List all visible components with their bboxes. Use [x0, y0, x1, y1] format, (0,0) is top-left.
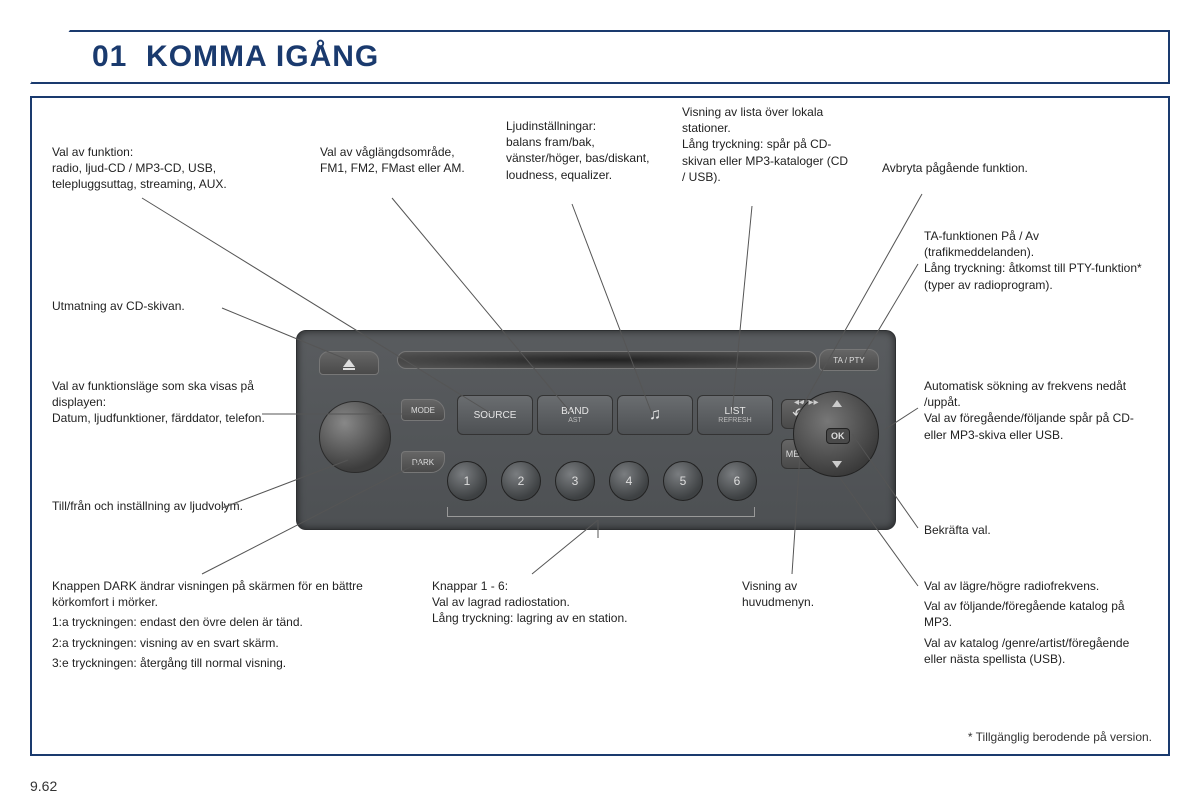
callout-seek: Automatisk sökning av frekvens nedåt /up…	[924, 378, 1154, 443]
button-label: SOURCE	[474, 410, 517, 421]
preset-bracket	[447, 507, 755, 517]
preset-6-button[interactable]: 6	[717, 461, 757, 501]
preset-1-button[interactable]: 1	[447, 461, 487, 501]
callout-menu: Visning av huvudmenyn.	[742, 578, 872, 610]
main-button-row: SOURCE BANDAST ♫ LISTREFRESH	[457, 395, 773, 435]
callout-label: Visning av huvudmenyn.	[742, 579, 814, 609]
audio-settings-button[interactable]: ♫	[617, 395, 693, 435]
callout-label: Val av följande/föregående katalog på MP…	[924, 598, 1154, 630]
callout-audio: Ljudinställningar: balans fram/bak, väns…	[506, 118, 656, 183]
callout-ok: Bekräfta val.	[924, 522, 1074, 538]
callout-label: TA-funktionen På / Av (trafikmeddelanden…	[924, 228, 1144, 260]
callout-label: Val av föregående/följande spår på CD- e…	[924, 411, 1134, 441]
left-seek-icon: ◂◂	[794, 397, 804, 408]
callout-label: Knappar 1 - 6:	[432, 578, 712, 594]
down-arrow-icon	[832, 461, 842, 468]
direction-pad[interactable]: OK ◂◂ ▸▸	[793, 391, 879, 477]
callout-dark: Knappen DARK ändrar visningen på skärmen…	[52, 578, 392, 671]
callout-label: balans fram/bak, vänster/höger, bas/disk…	[506, 135, 649, 181]
callout-label: Datum, ljudfunktioner, färddator, telefo…	[52, 411, 265, 425]
callout-label: Lång tryckning: åtkomst till PTY-funktio…	[924, 261, 1142, 291]
list-button[interactable]: LISTREFRESH	[697, 395, 773, 435]
callout-label: Ljudinställningar:	[506, 118, 656, 134]
callout-label: radio, ljud-CD / MP3-CD, USB, telepluggs…	[52, 161, 227, 191]
button-sublabel: AST	[568, 417, 582, 425]
section-title: KOMMA IGÅNG	[146, 40, 379, 73]
preset-2-button[interactable]: 2	[501, 461, 541, 501]
callout-arrows: Val av lägre/högre radiofrekvens. Val av…	[924, 578, 1154, 667]
callout-label: Val av lägre/högre radiofrekvens.	[924, 578, 1154, 594]
page-number: 9.62	[30, 778, 57, 794]
callout-label: Utmatning av CD-skivan.	[52, 299, 185, 313]
callout-label: Bekräfta val.	[924, 523, 991, 537]
cd-slot[interactable]	[397, 351, 817, 369]
callout-ta: TA-funktionen På / Av (trafikmeddelanden…	[924, 228, 1144, 293]
right-seek-icon: ▸▸	[809, 397, 819, 408]
callout-label: Visning av lista över lokala stationer.	[682, 104, 852, 136]
callout-label: Knappen DARK ändrar visningen på skärmen…	[52, 578, 392, 610]
callout-label: Lång tryckning: spår på CD-skivan eller …	[682, 137, 848, 183]
callout-label: 1:a tryckningen: endast den övre delen ä…	[52, 614, 392, 630]
callout-label: Till/från och inställning av ljudvolym.	[52, 499, 243, 513]
eject-button[interactable]	[319, 351, 379, 375]
page-title: 01 KOMMA IGÅNG	[92, 40, 379, 74]
callout-label: Val av katalog /genre/artist/föregående …	[924, 635, 1154, 667]
up-arrow-icon	[832, 400, 842, 407]
source-button[interactable]: SOURCE	[457, 395, 533, 435]
callout-label: Val av våglängdsområde, FM1, FM2, FMast …	[320, 145, 465, 175]
preset-5-button[interactable]: 5	[663, 461, 703, 501]
button-sublabel: REFRESH	[718, 417, 751, 425]
callout-source: Val av funktion: radio, ljud-CD / MP3-CD…	[52, 144, 272, 193]
band-button[interactable]: BANDAST	[537, 395, 613, 435]
footnote: * Tillgänglig berodende på version.	[968, 730, 1152, 744]
preset-4-button[interactable]: 4	[609, 461, 649, 501]
ok-button[interactable]: OK	[826, 428, 850, 444]
callout-label: Avbryta pågående funktion.	[882, 161, 1028, 175]
ta-pty-button[interactable]: TA / PTY	[819, 349, 879, 371]
callout-esc: Avbryta pågående funktion.	[882, 160, 1032, 176]
content-frame: Val av funktion: radio, ljud-CD / MP3-CD…	[30, 96, 1170, 756]
callout-presets: Knappar 1 - 6: Val av lagrad radiostatio…	[432, 578, 712, 627]
page-header: 01 KOMMA IGÅNG	[30, 30, 1170, 84]
music-icon: ♫	[649, 406, 661, 424]
callout-list: Visning av lista över lokala stationer. …	[682, 104, 852, 185]
eject-icon	[343, 359, 355, 367]
callout-eject: Utmatning av CD-skivan.	[52, 298, 252, 314]
callout-label: Val av funktionsläge som ska visas på di…	[52, 378, 272, 410]
callout-label: 2:a tryckningen: visning av en svart skä…	[52, 635, 392, 651]
button-label: LIST	[724, 406, 745, 417]
callout-label: Automatisk sökning av frekvens nedåt /up…	[924, 378, 1154, 410]
callout-label: Val av funktion:	[52, 144, 272, 160]
preset-3-button[interactable]: 3	[555, 461, 595, 501]
preset-button-row: 1 2 3 4 5 6	[447, 461, 757, 501]
callout-label: 3:e tryckningen: återgång till normal vi…	[52, 655, 392, 671]
callout-label: Val av lagrad radiostation.	[432, 594, 712, 610]
mode-button[interactable]: MODE	[401, 399, 445, 421]
callout-label: Lång tryckning: lagring av en station.	[432, 610, 712, 626]
dark-button[interactable]: DARK	[401, 451, 445, 473]
section-number: 01	[92, 40, 127, 73]
volume-knob[interactable]	[319, 401, 391, 473]
callout-volume: Till/från och inställning av ljudvolym.	[52, 498, 252, 514]
callout-mode: Val av funktionsläge som ska visas på di…	[52, 378, 272, 427]
callout-band: Val av våglängdsområde, FM1, FM2, FMast …	[320, 144, 480, 176]
radio-unit: TA / PTY MODE DARK SOURCE BANDAST ♫ LIST…	[296, 330, 896, 530]
button-label: BAND	[561, 406, 589, 417]
